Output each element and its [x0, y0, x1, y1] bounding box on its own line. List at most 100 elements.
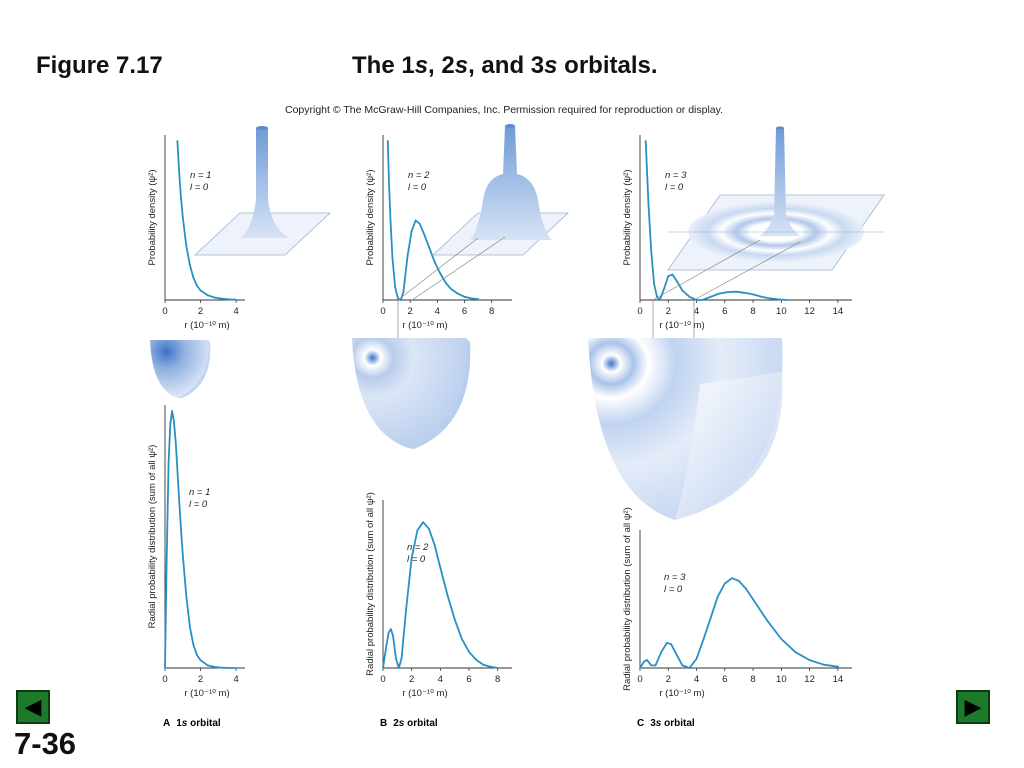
data-point [213, 666, 216, 668]
y-axis-label: Radial probability distribution (sum of … [147, 445, 158, 629]
caption-post: orbital [187, 718, 221, 729]
x-tick-label: 2 [409, 674, 414, 685]
x-tick-label: 0 [637, 306, 642, 317]
orbital-sphere-3s [588, 338, 783, 520]
data-point [709, 616, 712, 619]
previous-slide-button[interactable]: ◀ [16, 690, 50, 724]
series-line [386, 140, 479, 301]
data-point [397, 297, 399, 300]
series-annotation: n = 3 [664, 572, 686, 583]
slide-number: 7-36 [14, 726, 77, 761]
data-point [178, 171, 181, 174]
data-point [468, 650, 470, 653]
data-point [726, 291, 729, 293]
data-point [410, 230, 413, 233]
x-tick-label: 6 [722, 674, 727, 685]
x-tick-label: 6 [462, 306, 467, 317]
series-annotation: l = 0 [665, 182, 684, 193]
data-point [206, 664, 209, 667]
x-tick-label: 0 [380, 306, 385, 317]
data-point [639, 667, 641, 669]
data-point [228, 667, 230, 669]
data-point [439, 566, 442, 569]
series-line [639, 577, 839, 669]
x-tick-label: 6 [722, 306, 727, 317]
x-tick-label: 0 [637, 674, 642, 685]
data-point [427, 527, 430, 530]
x-tick-label: 4 [694, 306, 699, 317]
data-point [384, 647, 387, 650]
svg-text:A1s orbital: A 1s orbital [163, 718, 221, 729]
data-point [463, 295, 466, 298]
data-point [418, 222, 421, 225]
x-tick-label: 10 [776, 306, 787, 317]
data-point [386, 140, 389, 142]
panel-caption-c: C 3s orbital [637, 718, 695, 729]
series-annotation: l = 0 [408, 182, 427, 193]
x-tick-label: 0 [162, 306, 167, 317]
data-point [410, 556, 413, 559]
series-annotation: n = 1 [190, 170, 211, 181]
data-point [643, 660, 646, 663]
data-point [181, 554, 184, 556]
x-tick-label: 12 [804, 306, 815, 317]
data-point [180, 197, 182, 200]
data-point [185, 595, 188, 597]
data-point [213, 296, 216, 299]
data-point [181, 216, 184, 219]
data-point [387, 631, 390, 634]
data-point [235, 298, 238, 301]
data-point [681, 664, 684, 667]
series-line [176, 140, 237, 301]
x-tick-label: 12 [804, 674, 815, 685]
surface-plot-1s [193, 126, 332, 256]
data-point [192, 643, 195, 646]
caption-italic: s [399, 718, 405, 729]
data-point [730, 577, 733, 580]
data-point [428, 246, 431, 249]
data-point [752, 598, 754, 601]
caption-post: orbital [404, 718, 438, 729]
data-point [220, 666, 223, 669]
data-point [400, 657, 403, 660]
data-point [654, 664, 657, 667]
chart-3s-probability-density: 0 2 4 6 8 10 12 14 r (10⁻¹⁰ m) Probability densit… [622, 135, 852, 331]
data-point [681, 289, 684, 292]
x-tick-label: 8 [750, 674, 755, 685]
data-point [397, 667, 400, 669]
x-axis-label: r (10⁻¹⁰ m) [402, 688, 447, 699]
data-point [780, 638, 783, 640]
x-tick-label: 2 [198, 674, 203, 685]
data-point [475, 659, 478, 661]
data-point [716, 595, 719, 598]
data-point [743, 291, 746, 294]
svg-text:B2s orbital: B 2s orbital [380, 718, 438, 729]
data-point [709, 295, 712, 298]
data-point [660, 651, 663, 654]
next-slide-button[interactable]: ▶ [956, 690, 990, 724]
data-point [382, 667, 384, 669]
data-point [171, 410, 174, 412]
data-point [718, 292, 721, 295]
data-point [178, 500, 181, 502]
x-tick-label: 4 [694, 674, 699, 685]
caption-pre: 2 [393, 718, 399, 729]
orbital-sphere-1s [150, 340, 211, 398]
data-point [723, 582, 726, 585]
data-point [444, 281, 447, 284]
y-axis-label: Probability density (ψ²) [365, 170, 376, 266]
title-part: s [414, 52, 429, 79]
data-point [392, 634, 394, 637]
data-point [695, 299, 698, 301]
caption-letter: C [637, 718, 644, 729]
data-point [489, 665, 492, 668]
data-point [167, 461, 170, 464]
data-point [199, 659, 202, 662]
x-tick-label: 2 [666, 674, 671, 685]
y-axis-label: Probability density (ψ²) [147, 170, 158, 266]
data-point [470, 297, 473, 300]
data-point [405, 610, 407, 613]
data-point [665, 642, 668, 644]
title-part: s [454, 52, 469, 79]
data-point [164, 667, 166, 669]
